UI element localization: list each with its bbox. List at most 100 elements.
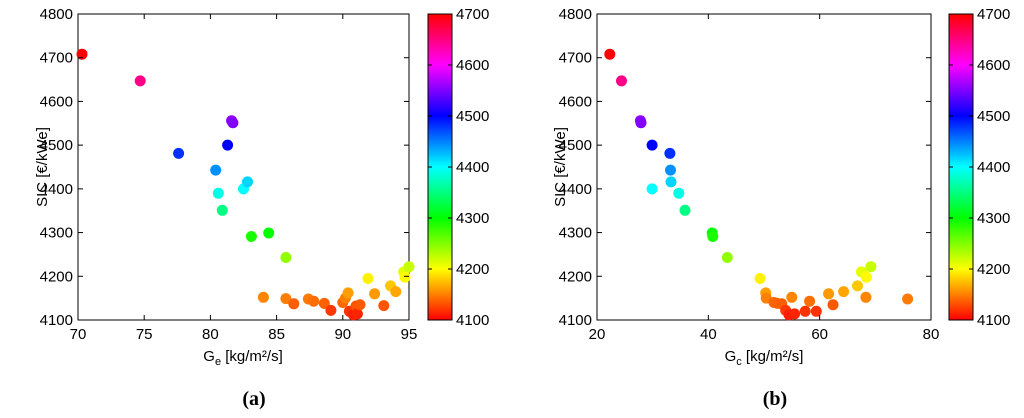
panel-a-yticks: 4100 4200 4300 4400 4500 4600 4700 4800 [40, 6, 409, 329]
panel-a-point [390, 286, 402, 298]
panel-a-point [134, 75, 146, 87]
panel-a-point [242, 176, 253, 188]
panel-a-point [403, 261, 415, 273]
panel-a-ytick-label: 4400 [40, 181, 73, 198]
panel-b-colorbar-tick-label: 4200 [977, 261, 1010, 278]
panel-b-point [827, 299, 839, 311]
panel-a-point [369, 288, 381, 300]
panel-a-xtick-label: 80 [202, 326, 219, 343]
panel-a-point [173, 147, 185, 159]
panel-a-ytick-label: 4100 [40, 312, 73, 329]
panel-a-colorbar-tick-label: 4300 [456, 210, 489, 227]
panel-b-point [799, 305, 811, 317]
panel-a-xtick-label: 95 [401, 326, 418, 343]
panel-a-point [308, 295, 320, 307]
panel-b-ytick-label: 4300 [559, 225, 592, 242]
panel-b-point [860, 271, 872, 283]
panel-b-point [679, 204, 691, 216]
panel-b-xtick-label: 60 [811, 326, 828, 343]
panel-b-point [721, 252, 733, 263]
panel-b-point [604, 48, 616, 60]
panel-a-point [216, 204, 228, 216]
panel-b-xticks: 20 40 60 80 [589, 14, 939, 343]
panel-b-ytick-label: 4600 [559, 93, 592, 110]
panel-b-point [823, 288, 835, 300]
panel-a-xtick-label: 70 [70, 326, 87, 343]
panel-a-point [378, 300, 390, 312]
panel-b-point [902, 293, 914, 305]
panel-a-xlabel: Ge [kg/m²/s] [203, 348, 282, 368]
panel-b-point [635, 117, 647, 129]
panel-b-point [865, 261, 877, 273]
panel-a-point [362, 273, 374, 284]
panel-a-ytick-label: 4700 [40, 50, 73, 67]
panel-a-colorbar-ticks: 4100 4200 4300 4400 4500 4600 4700 [428, 6, 489, 329]
panel-a-colorbar-tick-label: 4500 [456, 108, 489, 125]
panel-a-xlabel-main: G [203, 348, 215, 365]
panel-a-point [222, 139, 234, 151]
panel-b-xlabel-main: G [725, 348, 737, 365]
panel-b-point [860, 291, 872, 303]
panel-a-point [245, 231, 257, 242]
panel-b-point [646, 139, 658, 151]
panel-b-ytick-label: 4100 [559, 312, 592, 329]
panel-b-point [838, 286, 850, 298]
panel-b-point [665, 176, 677, 188]
panel-b-label: (b) [763, 388, 787, 410]
panel-a-xtick-label: 90 [334, 326, 351, 343]
panel-b-xlabel-rest: [kg/m²/s] [742, 348, 804, 365]
panel-a-point [280, 293, 292, 305]
panel-b-colorbar-tick-label: 4500 [977, 108, 1010, 125]
panel-a-point [212, 187, 224, 199]
panel-b-point [786, 291, 798, 303]
panel-b-ytick-label: 4500 [559, 137, 592, 154]
panel-a-point [76, 48, 88, 60]
panel-b-xtick-label: 20 [589, 326, 606, 343]
panel-a-point [257, 291, 269, 303]
panel-a-xtick-label: 85 [268, 326, 285, 343]
panel-a-point [351, 308, 363, 320]
panel-a-point [288, 298, 300, 310]
panel-b-point [789, 308, 801, 320]
panel-a: 70 75 80 85 90 95 4100 4200 4300 4400 4500 4600 470… [34, 6, 489, 410]
panel-b-colorbar-tick-label: 4700 [977, 6, 1010, 23]
panel-b-points [604, 48, 914, 321]
panel-a-point [263, 227, 275, 239]
panel-b-point [804, 295, 816, 307]
panel-a-xlabel-sub: e [215, 356, 221, 368]
panel-b-ytick-label: 4400 [559, 181, 592, 198]
panel-b-colorbar-tick-label: 4300 [977, 210, 1010, 227]
panel-a-points [76, 48, 415, 321]
panel-b-ylabel: SIC [€/kWe] [552, 127, 569, 207]
panel-b-colorbar: 4100 4200 4300 4400 4500 4600 4700 [948, 6, 1010, 329]
panel-a-point [342, 287, 354, 299]
panel-b-xlabel: Gc [kg/m²/s] [725, 348, 804, 368]
panel-b-point [810, 305, 822, 317]
panel-a-ytick-label: 4800 [40, 6, 73, 23]
panel-a-point [210, 164, 222, 176]
panel-a-colorbar-tick-label: 4200 [456, 261, 489, 278]
panel-a-xticks: 70 75 80 85 90 95 [70, 14, 418, 343]
panel-b-colorbar-tick-label: 4400 [977, 159, 1010, 176]
panel-a-colorbar-tick-label: 4100 [456, 312, 489, 329]
panel-a-plot-frame [77, 13, 410, 321]
panel-b-point [616, 75, 627, 87]
panel-a-point [318, 297, 330, 309]
panel-a-colorbar-tick-label: 4700 [456, 6, 489, 23]
panel-b-xlabel-sub: c [736, 356, 742, 368]
panel-a-point [280, 252, 292, 263]
panel-b-point [754, 273, 766, 284]
panel-a-point [354, 299, 366, 311]
panel-b-point [664, 147, 676, 159]
panel-b-plot: 20 40 60 80 4100 4200 4300 4400 4500 4600 4700 480… [559, 6, 940, 343]
panel-a-point [227, 117, 239, 129]
panel-a-ylabel: SIC [€/kWe] [34, 127, 51, 207]
panel-a-ytick-label: 4200 [40, 268, 73, 285]
panel-a-colorbar: 4100 4200 4300 4400 4500 4600 4700 [427, 6, 489, 329]
panel-a-ytick-label: 4500 [40, 137, 73, 154]
panel-a-ytick-label: 4300 [40, 225, 73, 242]
panel-a-plot: 70 75 80 85 90 95 4100 4200 4300 4400 4500 4600 470… [40, 6, 418, 343]
panel-a-xlabel-rest: [kg/m²/s] [221, 348, 283, 365]
panel-b-point [707, 231, 719, 242]
